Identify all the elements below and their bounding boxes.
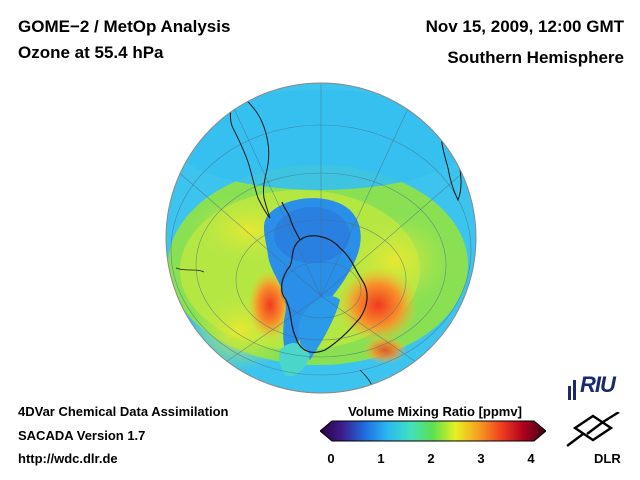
graticule xyxy=(170,84,472,381)
method-label: 4DVar Chemical Data Assimilation xyxy=(18,404,229,419)
colorbar-title: Volume Mixing Ratio [ppmv] xyxy=(348,404,522,419)
colorbar-tick-label: 4 xyxy=(527,451,535,466)
riu-logo-icon xyxy=(568,380,576,400)
analysis-datetime: Nov 15, 2009, 12:00 GMT xyxy=(425,17,624,36)
dlr-logo-text: DLR xyxy=(594,451,621,466)
colorbar-tick-label: 2 xyxy=(427,451,435,466)
product-title: GOME−2 / MetOp Analysis xyxy=(18,17,231,36)
dlr-logo-icon xyxy=(566,412,620,447)
riu-logo-text: RIU xyxy=(580,372,616,397)
hemisphere-label: Southern Hemisphere xyxy=(447,48,624,67)
version-label: SACADA Version 1.7 xyxy=(18,428,146,443)
colorbar-tick-label: 3 xyxy=(477,451,485,466)
product-subtitle: Ozone at 55.4 hPa xyxy=(18,43,164,62)
ozone-globe-map xyxy=(165,82,477,394)
colorbar-tick-label: 1 xyxy=(377,451,385,466)
source-url: http://wdc.dlr.de xyxy=(18,451,118,466)
globe-field xyxy=(166,83,476,393)
globe-outline xyxy=(165,82,477,394)
colorbar xyxy=(320,420,546,442)
colorbar-tick-label: 0 xyxy=(327,451,335,466)
antarctica-coastline xyxy=(281,235,368,353)
south-america-coastline xyxy=(229,91,271,219)
